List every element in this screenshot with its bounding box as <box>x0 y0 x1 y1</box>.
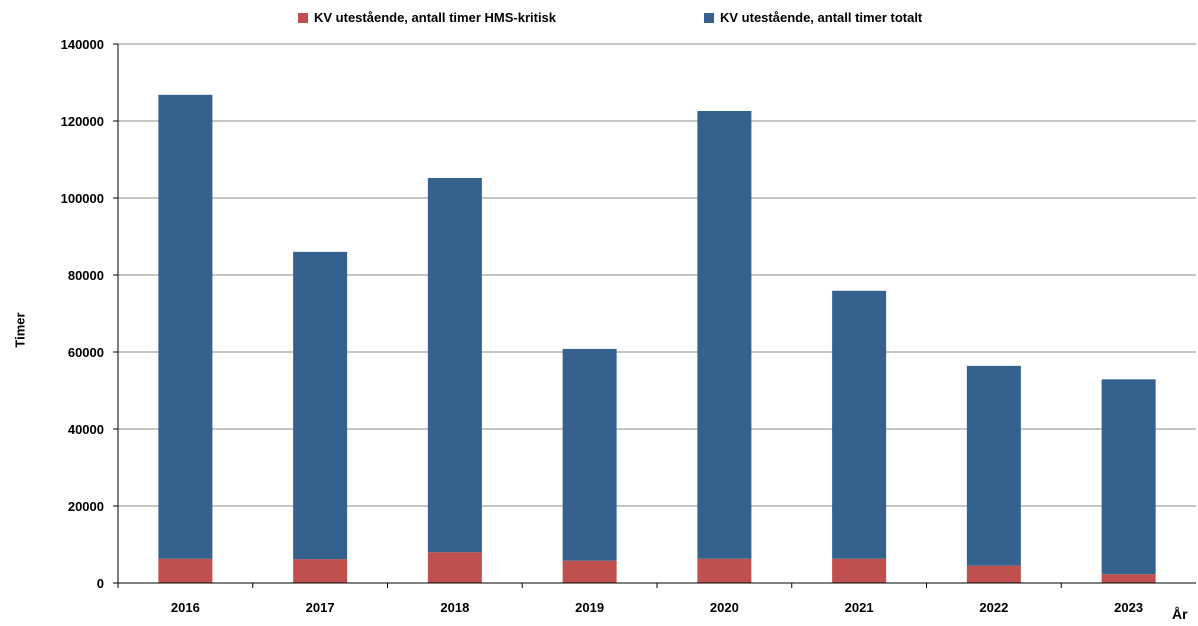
legend-swatch-total <box>704 12 714 23</box>
y-tick-label: 60000 <box>68 345 104 360</box>
legend-label-hms: KV utestående, antall timer HMS-kritisk <box>314 10 557 25</box>
x-tick-label: 2020 <box>710 600 739 615</box>
bar-total-2023 <box>1101 379 1156 575</box>
bar-hms-2018 <box>427 552 482 583</box>
bar-hms-2022 <box>966 565 1021 583</box>
x-tick-label: 2022 <box>979 600 1008 615</box>
y-axis-label: Timer <box>12 312 28 348</box>
y-tick-label: 120000 <box>61 114 104 129</box>
axes <box>117 44 1196 584</box>
bar-hms-2016 <box>158 558 213 583</box>
x-axis-label: År <box>1172 606 1188 622</box>
y-tick-labels: 0 20000 40000 60000 80000 100000 120000 140000 <box>61 37 104 591</box>
y-tick-label: 40000 <box>68 422 104 437</box>
legend-swatch-hms <box>298 12 308 23</box>
bar-total-2020 <box>697 110 752 559</box>
bar-hms-2017 <box>293 559 348 583</box>
x-tick-label: 2017 <box>306 600 335 615</box>
x-tick-label: 2016 <box>171 600 200 615</box>
y-tick-label: 20000 <box>68 499 104 514</box>
x-tick-label: 2021 <box>845 600 874 615</box>
bar-hms-2019 <box>562 560 617 583</box>
bar-hms-2020 <box>697 558 752 583</box>
legend-item-hms: KV utestående, antall timer HMS-kritisk <box>298 10 556 25</box>
grid-lines <box>113 43 1196 588</box>
y-tick-label: 100000 <box>61 191 104 206</box>
bar-total-2017 <box>293 251 348 560</box>
bar-total-2016 <box>158 94 213 559</box>
x-tick-label: 2019 <box>575 600 604 615</box>
x-tick-label: 2023 <box>1114 600 1143 615</box>
bars <box>158 94 1156 583</box>
bar-total-2022 <box>966 365 1021 566</box>
y-tick-label: 0 <box>97 576 104 591</box>
bar-total-2018 <box>427 177 482 553</box>
bar-hms-2023 <box>1101 574 1156 583</box>
bar-total-2019 <box>562 348 617 561</box>
bar-hms-2021 <box>832 558 887 583</box>
legend-label-total: KV utestående, antall timer totalt <box>720 10 923 25</box>
legend: KV utestående, antall timer HMS-kritisk … <box>0 10 1198 32</box>
x-tick-labels: 2016 2017 2018 2019 2020 2021 2022 2023 <box>171 600 1143 615</box>
y-tick-label: 80000 <box>68 268 104 283</box>
legend-item-total: KV utestående, antall timer totalt <box>704 10 922 25</box>
x-tick-label: 2018 <box>440 600 469 615</box>
y-tick-label: 140000 <box>61 37 104 52</box>
bar-total-2021 <box>832 290 887 559</box>
